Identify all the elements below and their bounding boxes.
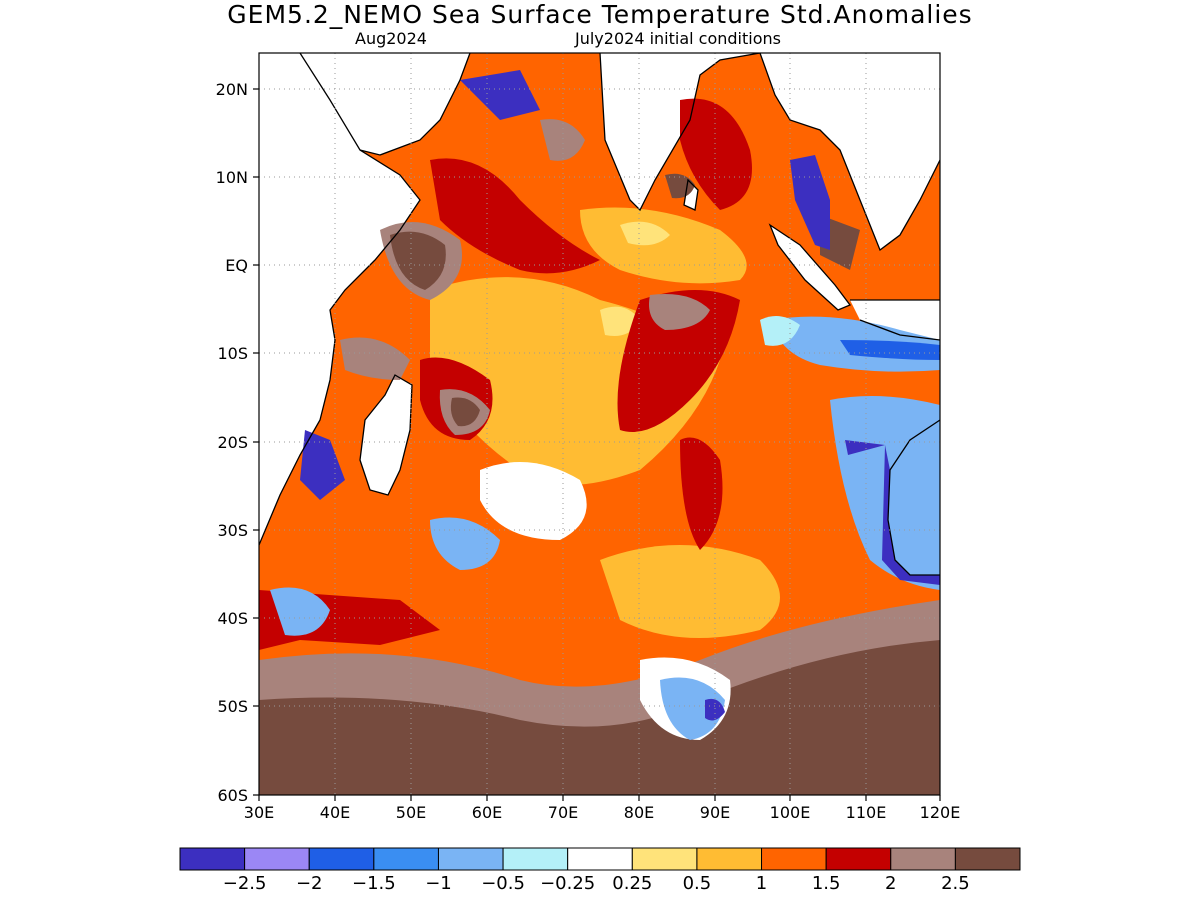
land-borneo-java <box>850 300 940 340</box>
lon-label: 80E <box>624 803 654 822</box>
initial-conditions-label: July2024 initial conditions <box>575 29 781 48</box>
chart-title: GEM5.2_NEMO Sea Surface Temperature Std.… <box>227 0 973 29</box>
lon-label: 100E <box>770 803 811 822</box>
lat-label: EQ <box>225 256 248 275</box>
colorbar <box>179 847 1021 871</box>
land-indochina <box>760 53 940 250</box>
land-madagascar <box>360 375 412 495</box>
colorbar-label: −2.5 <box>223 873 267 894</box>
colorbar-swatch <box>502 847 569 871</box>
colorbar-labels: −2.5 −2 −1.5 −1 −0.5 −0.25 0.25 0.5 1 1.5 2 2.5 <box>223 873 970 894</box>
colorbar-swatch <box>890 847 956 871</box>
lon-label: 70E <box>548 803 578 822</box>
lon-label: 120E <box>920 803 961 822</box>
forecast-month: Aug2024 <box>355 29 427 48</box>
gridlines <box>259 53 940 795</box>
colorbar-label: −1.5 <box>352 873 396 894</box>
colorbar-swatch <box>954 847 1021 871</box>
colorbar-swatch <box>825 847 892 871</box>
lat-label: 50S <box>217 697 248 716</box>
colorbar-swatch <box>244 847 310 871</box>
lat-label: 10S <box>217 344 248 363</box>
colorbar-label: −1 <box>425 873 452 894</box>
colorbar-swatch <box>308 847 375 871</box>
colorbar-label: 1 <box>756 873 767 894</box>
colorbar-label: 2 <box>885 873 896 894</box>
colorbar-label: −0.5 <box>481 873 525 894</box>
lat-label: 40S <box>217 609 248 628</box>
lon-label: 110E <box>846 803 887 822</box>
colorbar-swatch <box>567 847 633 871</box>
colorbar-swatch <box>437 847 504 871</box>
colorbar-label: −0.25 <box>540 873 595 894</box>
plot-frame <box>258 52 941 796</box>
colorbar-swatch <box>696 847 763 871</box>
colorbar-label: 0.5 <box>683 873 712 894</box>
lat-label: 60S <box>217 786 248 805</box>
land-india <box>560 53 760 210</box>
colorbar-swatch <box>373 847 439 871</box>
lat-tick-labels: 20N 10N EQ 10S 20S 30S 40S 50S 60S <box>216 80 248 805</box>
land-arabia <box>300 53 470 155</box>
lon-label: 90E <box>700 803 730 822</box>
lon-tick-labels: 30E 40E 50E 60E 70E 80E 90E 100E 110E 12… <box>244 803 961 822</box>
colorbar-swatch <box>179 847 246 871</box>
colorbar-label: 1.5 <box>812 873 841 894</box>
lat-label: 30S <box>217 521 248 540</box>
lon-label: 40E <box>320 803 350 822</box>
anomaly-field <box>259 53 940 795</box>
lon-label: 60E <box>472 803 502 822</box>
colorbar-label: 2.5 <box>941 873 970 894</box>
lat-label: 20N <box>216 80 248 99</box>
lat-label: 20S <box>217 433 248 452</box>
lon-label: 50E <box>396 803 426 822</box>
colorbar-label: −2 <box>296 873 323 894</box>
lon-label: 30E <box>244 803 274 822</box>
coastlines <box>259 53 940 576</box>
colorbar-label: 0.25 <box>612 873 652 894</box>
lat-label: 10N <box>216 168 248 187</box>
colorbar-swatch <box>761 847 827 871</box>
land-sumatra <box>770 225 850 310</box>
land-africa <box>259 53 420 545</box>
colorbar-swatch <box>631 847 698 871</box>
